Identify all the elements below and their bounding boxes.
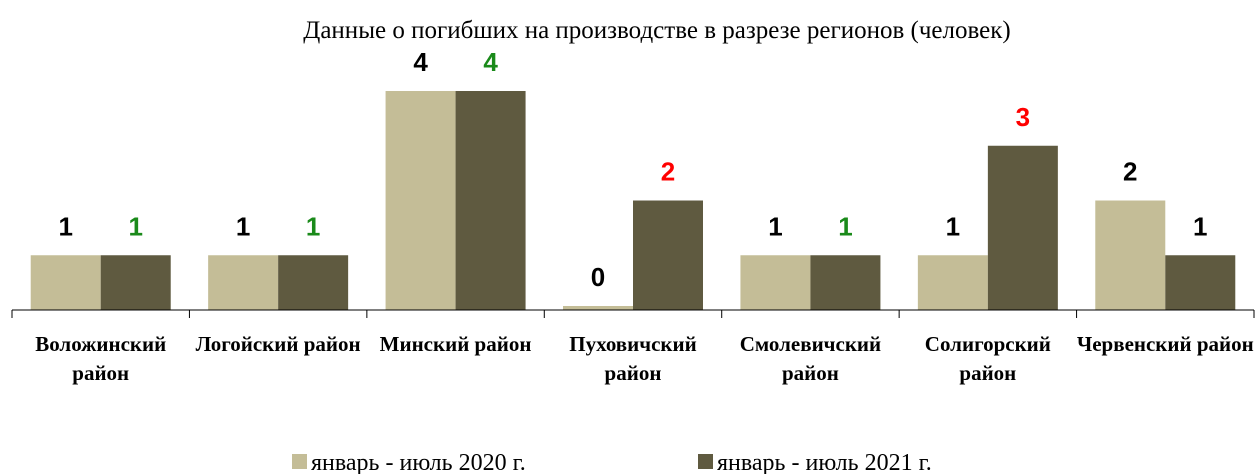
legend-swatch (292, 454, 307, 469)
value-label: 3 (1016, 102, 1030, 132)
chart-title: Данные о погибших на производстве в разр… (303, 17, 1010, 44)
x-tick-label: Минский район (379, 332, 532, 356)
value-label: 4 (483, 47, 498, 77)
legend-label: январь - июль 2021 г. (717, 450, 932, 474)
value-label: 1 (838, 211, 852, 241)
bar (385, 91, 456, 310)
value-label: 1 (1193, 211, 1207, 241)
x-tick-label: Червенский район (1076, 332, 1254, 356)
value-label: 1 (58, 211, 72, 241)
value-label: 1 (236, 211, 250, 241)
value-label: 2 (1123, 157, 1137, 187)
value-label: 2 (661, 157, 675, 187)
bar (208, 255, 279, 310)
bar (740, 255, 811, 310)
bar (633, 200, 703, 310)
bar (278, 255, 349, 310)
value-label: 1 (128, 211, 142, 241)
bar (455, 91, 526, 310)
x-tick-label: Логойский район (195, 332, 361, 356)
value-label: 4 (413, 47, 428, 77)
x-tick-label: Смолевичский район (739, 332, 882, 385)
bar (1165, 255, 1236, 310)
bar (30, 255, 101, 310)
value-label: 1 (768, 211, 782, 241)
value-label: 0 (591, 262, 605, 292)
bar (1095, 200, 1166, 310)
bar (917, 255, 988, 310)
x-tick-label: Пуховичский район (569, 332, 697, 385)
bar (810, 255, 881, 310)
legend-label: январь - июль 2020 г. (311, 450, 526, 474)
legend-swatch (698, 454, 713, 469)
value-label: 1 (946, 211, 960, 241)
x-tick-label: Солигорский район (924, 332, 1051, 385)
bar (563, 306, 633, 310)
bar (987, 145, 1058, 310)
x-tick-label: Воложинский район (35, 332, 167, 385)
value-label: 1 (306, 211, 320, 241)
bar (100, 255, 171, 310)
